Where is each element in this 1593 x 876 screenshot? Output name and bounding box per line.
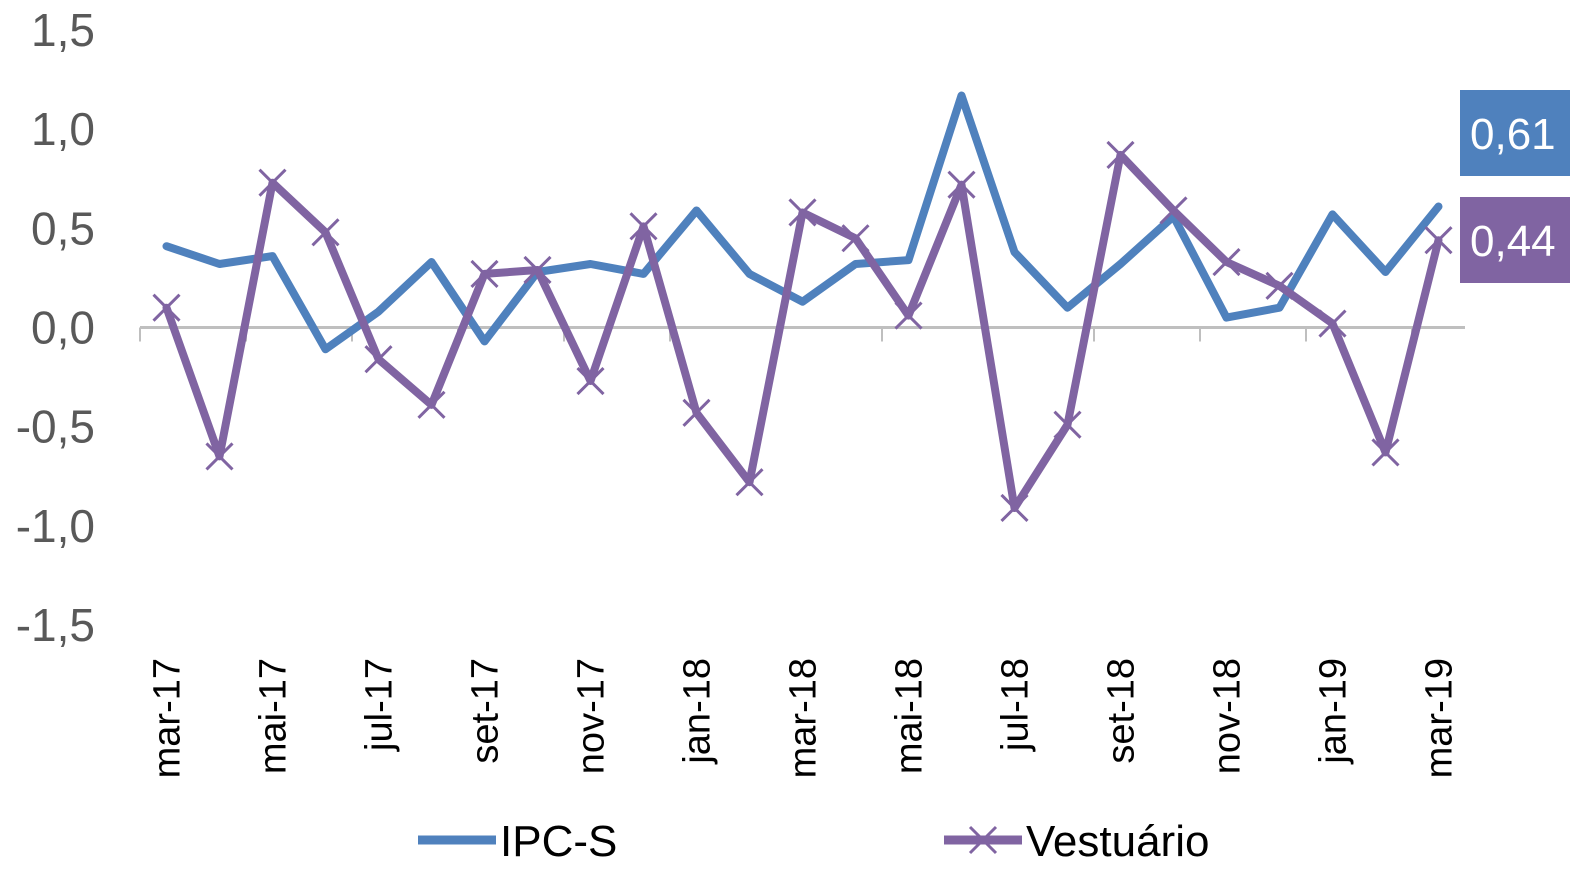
data-point-marker bbox=[417, 390, 446, 419]
data-point-marker bbox=[1000, 493, 1029, 523]
legend-item-vestuario: Vestuário bbox=[944, 817, 1209, 866]
data-point-marker bbox=[735, 468, 764, 497]
data-point-marker bbox=[1159, 196, 1188, 225]
x-tick-label: jan-19 bbox=[1313, 658, 1355, 765]
data-point-marker bbox=[364, 345, 393, 374]
series-layer bbox=[152, 91, 1453, 523]
data-point-marker bbox=[311, 218, 340, 247]
x-tick-label: mar-18 bbox=[783, 658, 825, 778]
legend-marker-vestuario bbox=[968, 825, 998, 855]
x-tick-label: set-18 bbox=[1101, 658, 1143, 764]
y-tick-label: 0,5 bbox=[31, 202, 95, 254]
data-point-marker bbox=[1318, 309, 1347, 338]
y-tick-label: 0,0 bbox=[31, 302, 95, 354]
legend-label-ipc-s: IPC-S bbox=[500, 817, 617, 866]
end-label-value: 0,44 bbox=[1470, 217, 1556, 266]
x-tick-label: jan-18 bbox=[677, 658, 719, 765]
series-ipc-s bbox=[162, 91, 1443, 354]
y-tick-label: -0,5 bbox=[16, 401, 95, 453]
x-tick-label: jul-17 bbox=[359, 658, 401, 752]
data-point-marker bbox=[205, 442, 234, 471]
data-point-marker bbox=[523, 255, 552, 285]
x-tick-label: mai-18 bbox=[889, 658, 931, 774]
x-tick-label: nov-18 bbox=[1207, 658, 1249, 774]
data-point-marker bbox=[1106, 140, 1135, 170]
data-point-marker bbox=[788, 198, 817, 227]
data-point-marker bbox=[1371, 438, 1400, 467]
legend: IPC-S Vestuário bbox=[418, 817, 1209, 866]
data-point-marker bbox=[629, 212, 658, 241]
x-tick-label: mai-17 bbox=[253, 658, 295, 774]
y-tick-label: -1,0 bbox=[16, 500, 95, 552]
end-label-box bbox=[1460, 197, 1570, 283]
data-point-marker bbox=[576, 366, 605, 396]
data-point-marker bbox=[682, 398, 711, 427]
series-line-ipc-s bbox=[162, 91, 1443, 354]
end-label-box bbox=[1460, 90, 1570, 176]
x-tick-label: nov-17 bbox=[571, 658, 613, 774]
y-tick-label: 1,5 bbox=[31, 4, 95, 56]
x-tick-label: mar-17 bbox=[147, 658, 189, 778]
x-tick-label: mar-19 bbox=[1419, 658, 1461, 778]
x-tick-label: jul-18 bbox=[995, 658, 1037, 752]
y-axis: 1,5 1,0 0,5 0,0 -0,5 -1,0 -1,5 bbox=[16, 4, 95, 651]
data-point-marker bbox=[1053, 410, 1082, 439]
end-label-vestuario: 0,44 bbox=[1460, 197, 1570, 283]
series-vestuario bbox=[152, 140, 1453, 523]
data-point-marker bbox=[470, 259, 499, 289]
end-labels: 0,61 0,44 bbox=[1460, 90, 1570, 283]
data-point-marker bbox=[841, 224, 870, 253]
y-tick-label: -1,5 bbox=[16, 599, 95, 651]
data-point-marker bbox=[894, 301, 923, 330]
x-tick-label: set-17 bbox=[465, 658, 507, 764]
data-point-marker bbox=[947, 170, 976, 199]
x-axis: mar-17 mai-17 jul-17 set-17 nov-17 jan-18 mar-… bbox=[147, 658, 1461, 778]
end-label-value: 0,61 bbox=[1470, 110, 1556, 159]
data-point-marker bbox=[1212, 247, 1241, 277]
legend-item-ipc-s: IPC-S bbox=[418, 817, 617, 866]
end-label-ipc-s: 0,61 bbox=[1460, 90, 1570, 176]
data-point-marker bbox=[258, 168, 287, 197]
data-point-marker bbox=[1265, 271, 1294, 300]
legend-label-vestuario: Vestuário bbox=[1026, 817, 1209, 866]
data-point-marker bbox=[1424, 226, 1453, 255]
data-point-marker bbox=[152, 293, 181, 322]
y-tick-label: 1,0 bbox=[31, 103, 95, 155]
